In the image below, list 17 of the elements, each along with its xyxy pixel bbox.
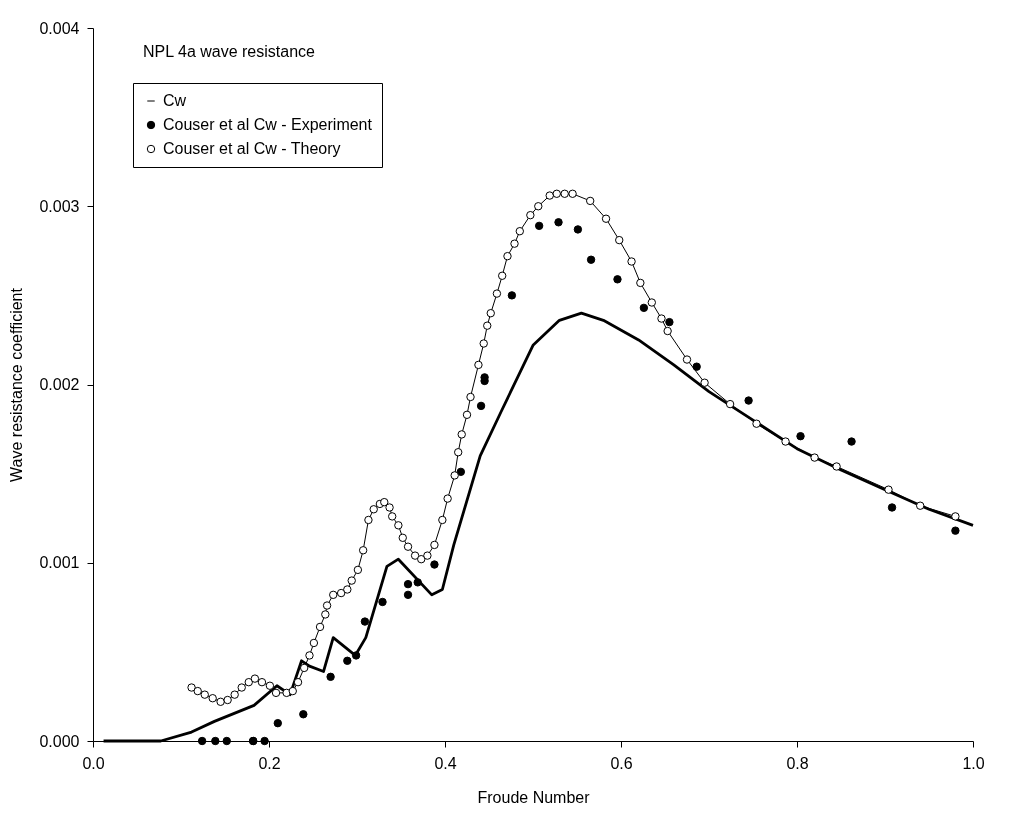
x-tick-label: 0.6 [610, 754, 633, 772]
x-tick-label: 0.4 [434, 754, 457, 772]
legend-label: Couser et al Cw - Theory [163, 140, 341, 157]
x-tick-label: 0.2 [258, 754, 281, 772]
y-tick-label: 0.002 [39, 376, 80, 393]
x-tick-label: 1.0 [962, 754, 985, 772]
x-tick-label: 0.0 [82, 754, 105, 772]
x-tick-label: 0.8 [786, 754, 809, 772]
y-tick-label: 0.000 [39, 732, 80, 750]
y-axis-title: Wave resistance coefficient [8, 287, 26, 482]
x-axis-title: Froude Number [477, 788, 591, 806]
y-tick-label: 0.001 [39, 554, 80, 572]
legend-label: Couser et al Cw - Experiment [163, 116, 373, 133]
legend-label: Cw [163, 92, 187, 109]
y-tick-label: 0.004 [39, 19, 80, 37]
text: NPL 4a wave resistance [143, 43, 316, 60]
y-tick-label: 0.003 [39, 197, 80, 215]
